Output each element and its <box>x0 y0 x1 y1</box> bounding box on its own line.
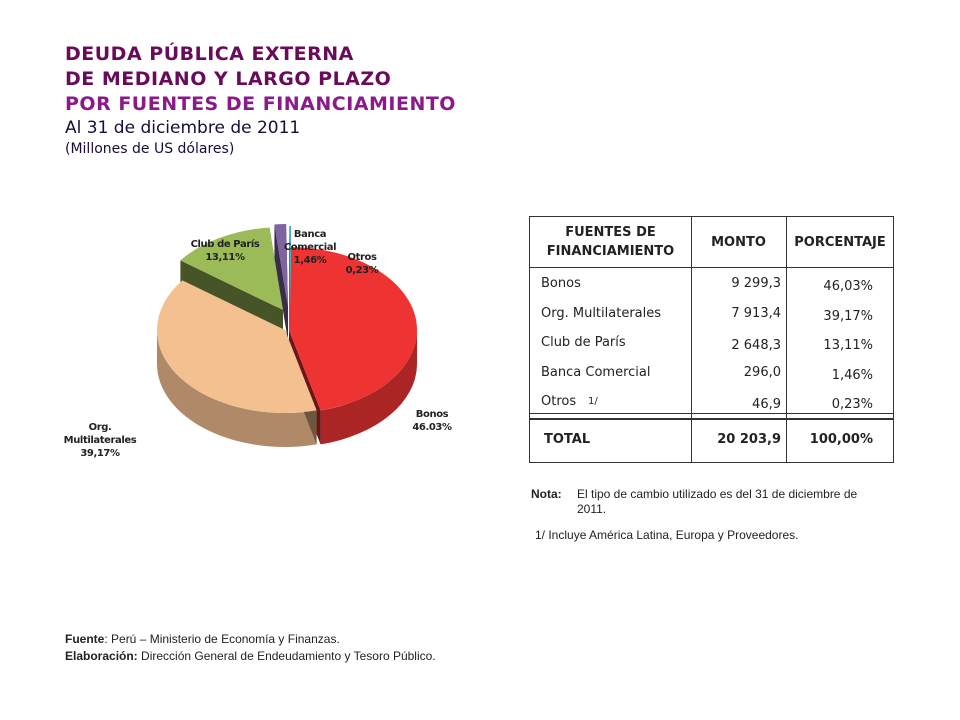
row-source: Banca Comercial <box>541 365 651 380</box>
source-text: : Perú – Ministerio de Economía y Finanz… <box>104 632 340 646</box>
slice-org-multilaterales-side <box>157 330 317 447</box>
note: Nota: El tipo de cambio utilizado es del… <box>531 487 857 516</box>
total-label: TOTAL <box>544 432 591 447</box>
row-amount: 9 299,3 <box>731 276 781 291</box>
title-block: DEUDA PÚBLICA EXTERNA DE MEDIANO Y LARGO… <box>65 42 456 159</box>
note-label: Nota: <box>531 487 562 501</box>
elaboration-line: Elaboración: Dirección General de Endeud… <box>65 648 436 665</box>
row-percent: 1,46% <box>831 368 873 383</box>
slice-banca-comercial <box>274 224 288 307</box>
slice-otros <box>289 226 291 309</box>
row-amount: 2 648,3 <box>731 338 781 353</box>
data-table: FUENTES DE FINANCIAMIENTO MONTO PORCENTA… <box>529 216 894 463</box>
page-title-line-3: POR FUENTES DE FINANCIAMIENTO <box>65 93 456 115</box>
footnote: 1/ Incluye América Latina, Europa y Prov… <box>535 528 799 542</box>
row-percent: 46,03% <box>823 279 873 294</box>
header-percent: PORCENTAJE <box>794 235 886 250</box>
row-percent: 13,11% <box>823 338 873 353</box>
pie-label: Banca Comercial 1,46% <box>284 229 336 266</box>
note-text: El tipo de cambio utilizado es del 31 de… <box>577 487 858 516</box>
pie-label: Club de París 13,11% <box>191 238 260 263</box>
table-divider <box>786 217 787 462</box>
total-amount: 20 203,9 <box>717 432 781 447</box>
page-title-line-2: DE MEDIANO Y LARGO PLAZO <box>65 68 392 90</box>
elaboration-label: Elaboración: <box>65 649 138 663</box>
pie-label: Bonos 46.03% <box>412 409 452 433</box>
date-subtitle: Al 31 de diciembre de 2011 <box>65 118 301 138</box>
row-source: Org. Multilaterales <box>541 306 662 321</box>
table-divider <box>530 413 893 414</box>
pie-label: Org. Multilaterales 39,17% <box>64 422 137 459</box>
pie-tops <box>157 224 417 413</box>
elaboration-text: Dirección General de Endeudamiento y Tes… <box>137 649 436 663</box>
row-amount: 296,0 <box>743 365 781 380</box>
row-amount: 46,9 <box>752 397 781 412</box>
row-amount: 7 913,4 <box>731 306 781 321</box>
pie-labels: Bonos 46.03% Org. Multilaterales 39,17% Club … <box>64 229 453 459</box>
header-source: FUENTES DE FINANCIAMIENTO <box>546 225 675 259</box>
table-divider <box>530 267 893 268</box>
pie-chart: Bonos 46.03% Org. Multilaterales 39,17% Club … <box>64 224 453 459</box>
row-percent: 0,23% <box>831 397 873 412</box>
footnote-ref: 1/ <box>588 396 598 407</box>
row-percent: 39,17% <box>823 309 873 324</box>
slice-club-de-paris <box>180 227 283 310</box>
table-divider <box>530 418 893 420</box>
table-divider <box>691 217 692 462</box>
slice-bonos <box>289 247 417 411</box>
source-line: Fuente: Perú – Ministerio de Economía y … <box>65 631 436 648</box>
source-block: Fuente: Perú – Ministerio de Economía y … <box>65 631 436 665</box>
page-title-line-1: DEUDA PÚBLICA EXTERNA <box>65 43 354 65</box>
row-source: Otros <box>541 394 577 409</box>
row-source: Club de París <box>541 335 626 350</box>
slice-bonos-side <box>320 330 417 445</box>
source-label: Fuente <box>65 632 105 646</box>
header-amount: MONTO <box>711 235 766 250</box>
pie-label: Otros 0,23% <box>346 252 379 276</box>
total-percent: 100,00% <box>809 432 873 447</box>
slice-banca-comercial-wall <box>274 224 288 341</box>
row-source: Bonos <box>541 276 581 291</box>
slice-org-multilaterales <box>157 280 317 413</box>
units-subtitle: (Millones de US dólares) <box>65 141 235 157</box>
